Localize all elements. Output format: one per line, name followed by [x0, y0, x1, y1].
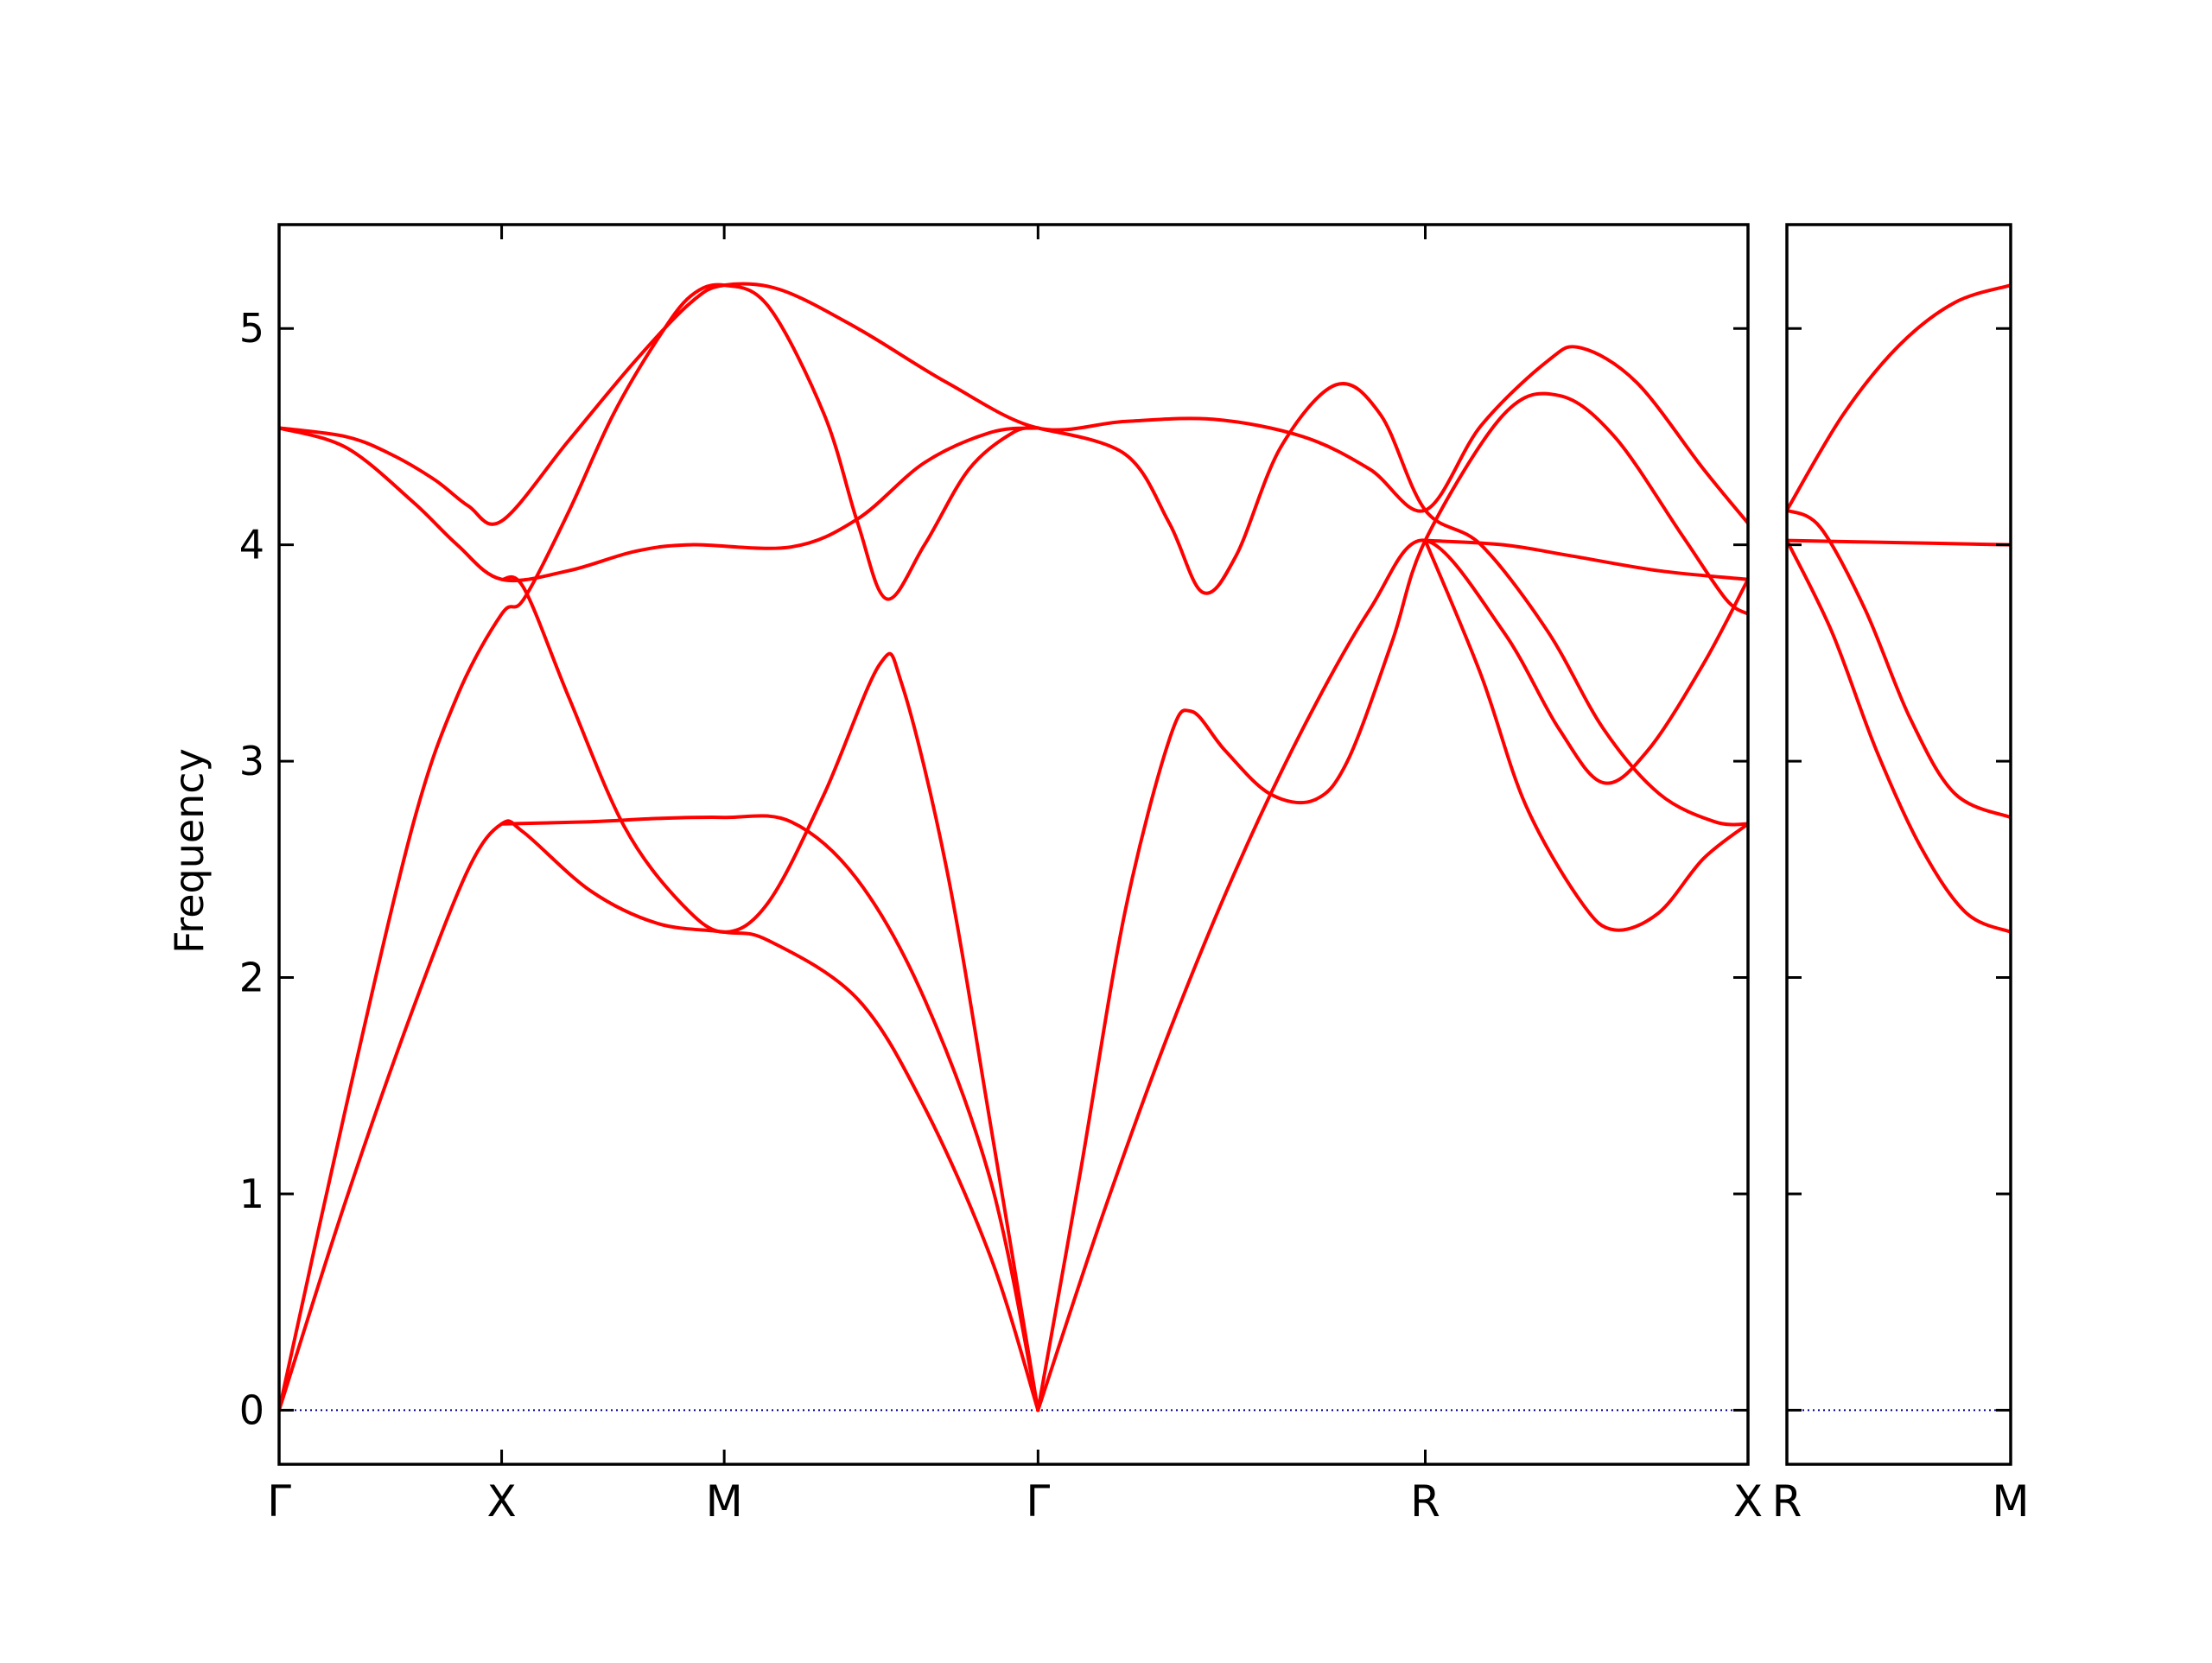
- band-line-2: [1787, 538, 2011, 547]
- main-panel: 0 1 2 3 4 5 Γ X M Γ R X: [239, 223, 1763, 1527]
- y-tick-label: 5: [239, 305, 264, 352]
- band-line-6: [499, 574, 1040, 1412]
- x-tick-label: Γ: [267, 1476, 291, 1527]
- x-tick-label: R: [1772, 1476, 1802, 1527]
- y-tick-label: 1: [239, 1171, 264, 1217]
- band-line-3: [279, 282, 1040, 1412]
- band-line-3: [1787, 508, 2011, 820]
- band-line-2: [279, 426, 1040, 583]
- x-tick-label: X: [486, 1476, 516, 1527]
- band-line-9: [1036, 382, 1748, 827]
- band-line-10: [1423, 538, 1748, 581]
- panel-frame: [1785, 223, 2012, 1466]
- band-line-4: [279, 819, 1040, 1412]
- band-line-11: [1423, 538, 1748, 932]
- x-tick-label: M: [706, 1476, 743, 1527]
- series-group: [279, 282, 1748, 1412]
- panel-frame: [277, 223, 1750, 1466]
- band-line-7: [1036, 391, 1748, 1412]
- x-tick-label: R: [1410, 1476, 1440, 1527]
- y-tick-label: 4: [239, 522, 264, 568]
- y-tick-label: 0: [239, 1387, 264, 1433]
- x-tick-label: X: [1733, 1476, 1763, 1527]
- band-line-8: [1036, 538, 1748, 1412]
- y-tick-label: 3: [239, 738, 264, 784]
- series-group: [1787, 283, 2011, 934]
- x-tick-label: M: [1992, 1476, 2029, 1527]
- band-line-1: [279, 282, 1748, 526]
- x-tick-label: Γ: [1026, 1476, 1050, 1527]
- band-line-5: [499, 814, 1040, 1412]
- y-axis-label: Frequency: [166, 748, 213, 954]
- band-line-4: [1787, 538, 2011, 934]
- y-tick-label: 2: [239, 955, 264, 1001]
- band-line-1: [1787, 283, 2011, 512]
